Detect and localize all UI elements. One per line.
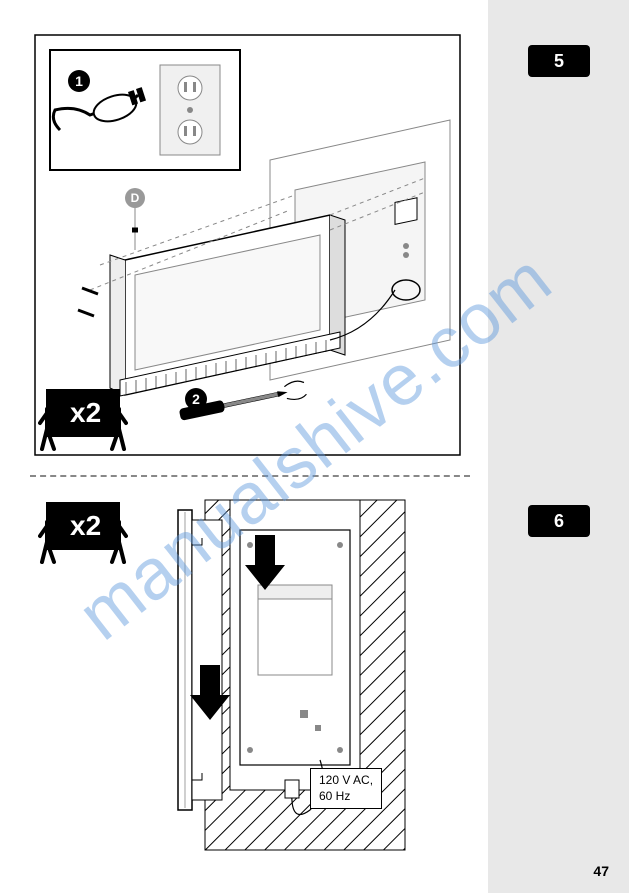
callout-d-label: D [131, 191, 140, 205]
callout-1-label: 1 [75, 73, 83, 89]
section-divider [30, 475, 470, 477]
spec-line1: 120 V AC, [319, 773, 373, 789]
step-5-badge: 5 [528, 45, 590, 77]
page-number: 47 [593, 863, 609, 879]
step-5-number: 5 [554, 51, 564, 72]
svg-text:x2: x2 [70, 397, 101, 428]
page-content: 1 D 2 x2 [0, 0, 488, 893]
callout-1: 1 [68, 70, 90, 92]
callout-d: D [125, 188, 145, 208]
spec-line2: 60 Hz [319, 789, 373, 805]
electrical-spec-box: 120 V AC, 60 Hz [310, 768, 382, 809]
step-6-number: 6 [554, 511, 564, 532]
callout-2: 2 [185, 388, 207, 410]
step6-diagram: x2 [30, 490, 470, 860]
sidebar: 5 D [488, 0, 629, 893]
step-6-badge: 6 [528, 505, 590, 537]
step5-diagram: 1 D 2 x2 [30, 30, 470, 460]
callout-2-label: 2 [192, 391, 200, 407]
two-person-icon-step5: x2 [38, 385, 128, 462]
